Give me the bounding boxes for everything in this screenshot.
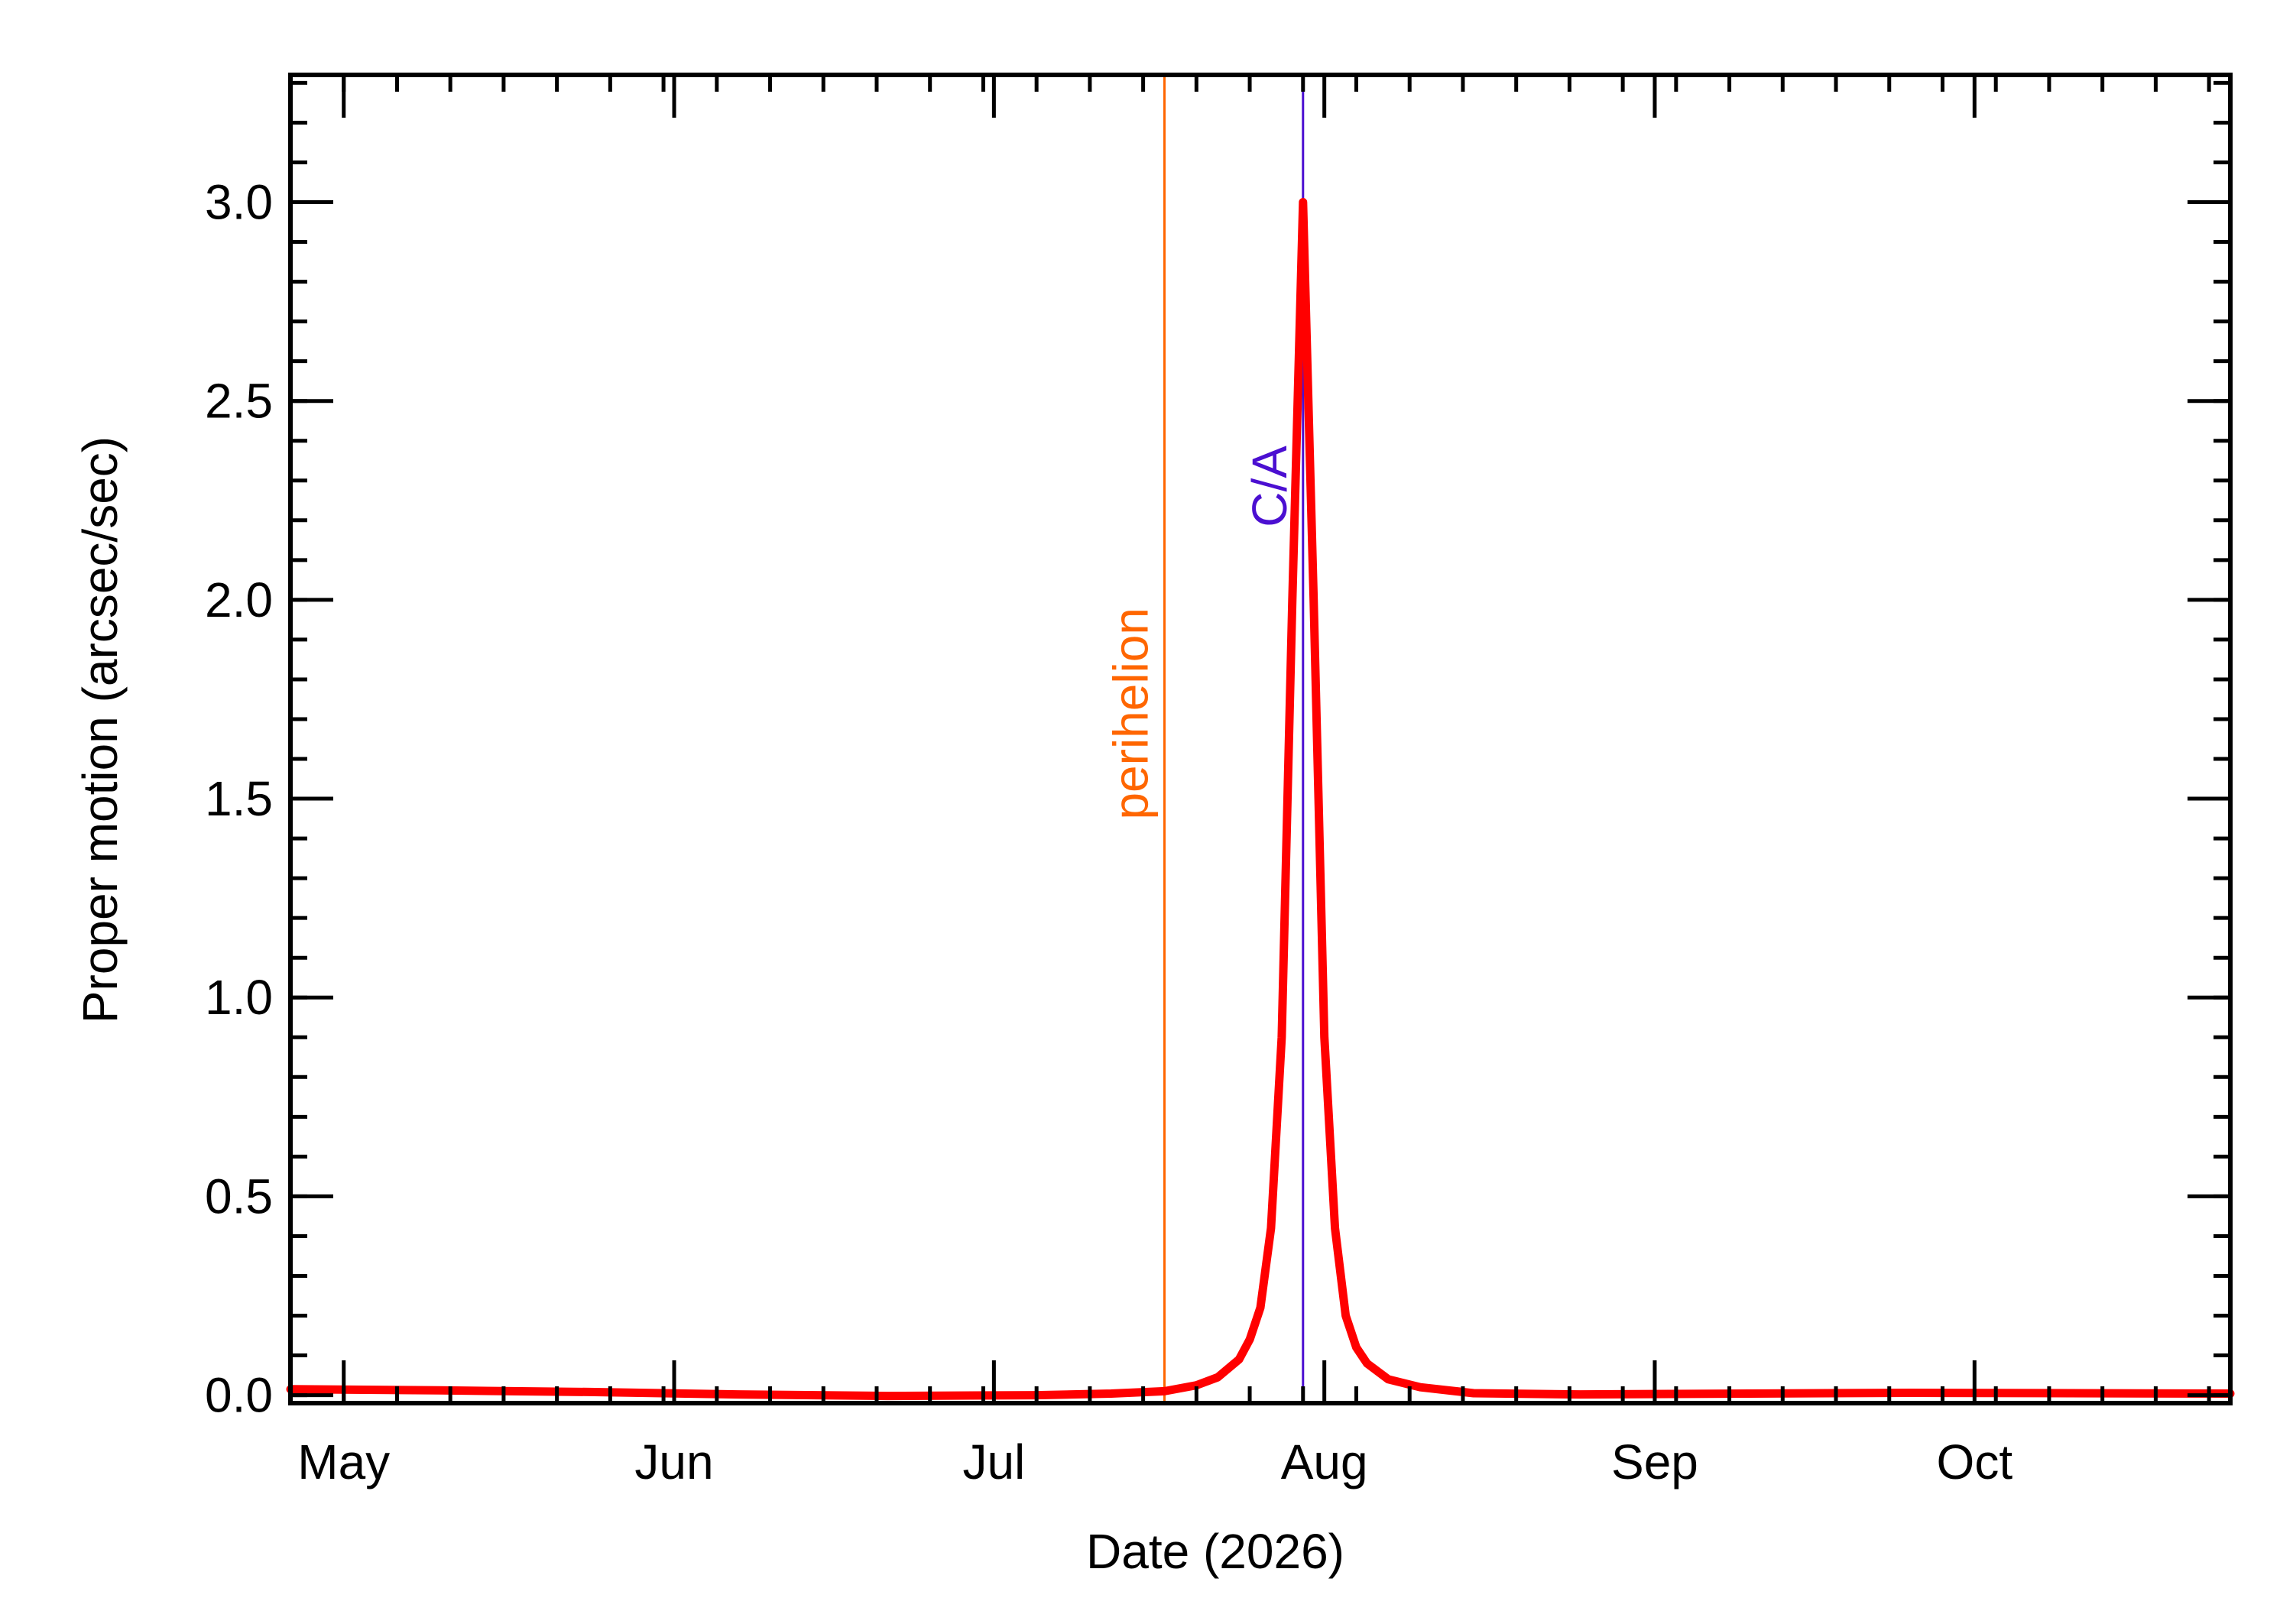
- x-axis-title: Date (2026): [1086, 1524, 1344, 1579]
- y-tick-label-5: 2.5: [205, 374, 273, 429]
- data-point-0-14: [1281, 1036, 1283, 1038]
- data-point-0-25: [1473, 1392, 1474, 1394]
- data-point-0-26: [1579, 1394, 1581, 1395]
- data-point-0-1: [439, 1389, 440, 1391]
- x-tick-label-3: Aug: [1281, 1434, 1368, 1489]
- data-point-0-29: [2070, 1392, 2071, 1394]
- data-point-0-7: [1164, 1390, 1165, 1392]
- data-point-0-21: [1356, 1347, 1357, 1348]
- data-point-0-28: [1910, 1392, 1912, 1393]
- marker-label-1: C/A: [1242, 446, 1297, 527]
- y-tick-label-2: 1.0: [205, 970, 273, 1025]
- marker-label-0: perihelion: [1103, 608, 1158, 820]
- data-point-0-18: [1324, 1036, 1325, 1038]
- data-point-0-27: [1750, 1393, 1751, 1394]
- plot-frame: [288, 73, 2233, 1405]
- data-point-0-13: [1270, 1227, 1272, 1229]
- y-tick-label-3: 1.5: [205, 771, 273, 826]
- axes: May Jun Jul Aug Sep Oct 0.0 0.5 1.0 1.5 2.0 2.5 3.0: [205, 73, 2233, 1489]
- x-tick-label-0: May: [297, 1434, 390, 1489]
- data-point-0-20: [1345, 1315, 1347, 1316]
- x-tick-label-1: Jun: [634, 1434, 713, 1489]
- data-point-0-24: [1419, 1386, 1421, 1388]
- y-tick-label-4: 2.0: [205, 572, 273, 627]
- data-point-0-16: [1302, 202, 1304, 203]
- x-tick-label-5: Oct: [1937, 1434, 2013, 1489]
- data-point-0-10: [1238, 1359, 1240, 1360]
- y-axis-title: Proper motion (arcsec/sec): [73, 436, 128, 1023]
- series-layer: [286, 198, 2235, 1401]
- y-tick-label-1: 0.5: [205, 1169, 273, 1224]
- series-line-0: [286, 198, 2235, 1401]
- data-point-0-8: [1195, 1385, 1197, 1386]
- y-tick-label-0: 0.0: [205, 1368, 273, 1423]
- y-tick-label-6: 3.0: [205, 175, 273, 230]
- data-point-0-17: [1313, 599, 1315, 601]
- x-tick-label-2: Jul: [962, 1434, 1025, 1489]
- x-tick-label-4: Sep: [1611, 1434, 1698, 1489]
